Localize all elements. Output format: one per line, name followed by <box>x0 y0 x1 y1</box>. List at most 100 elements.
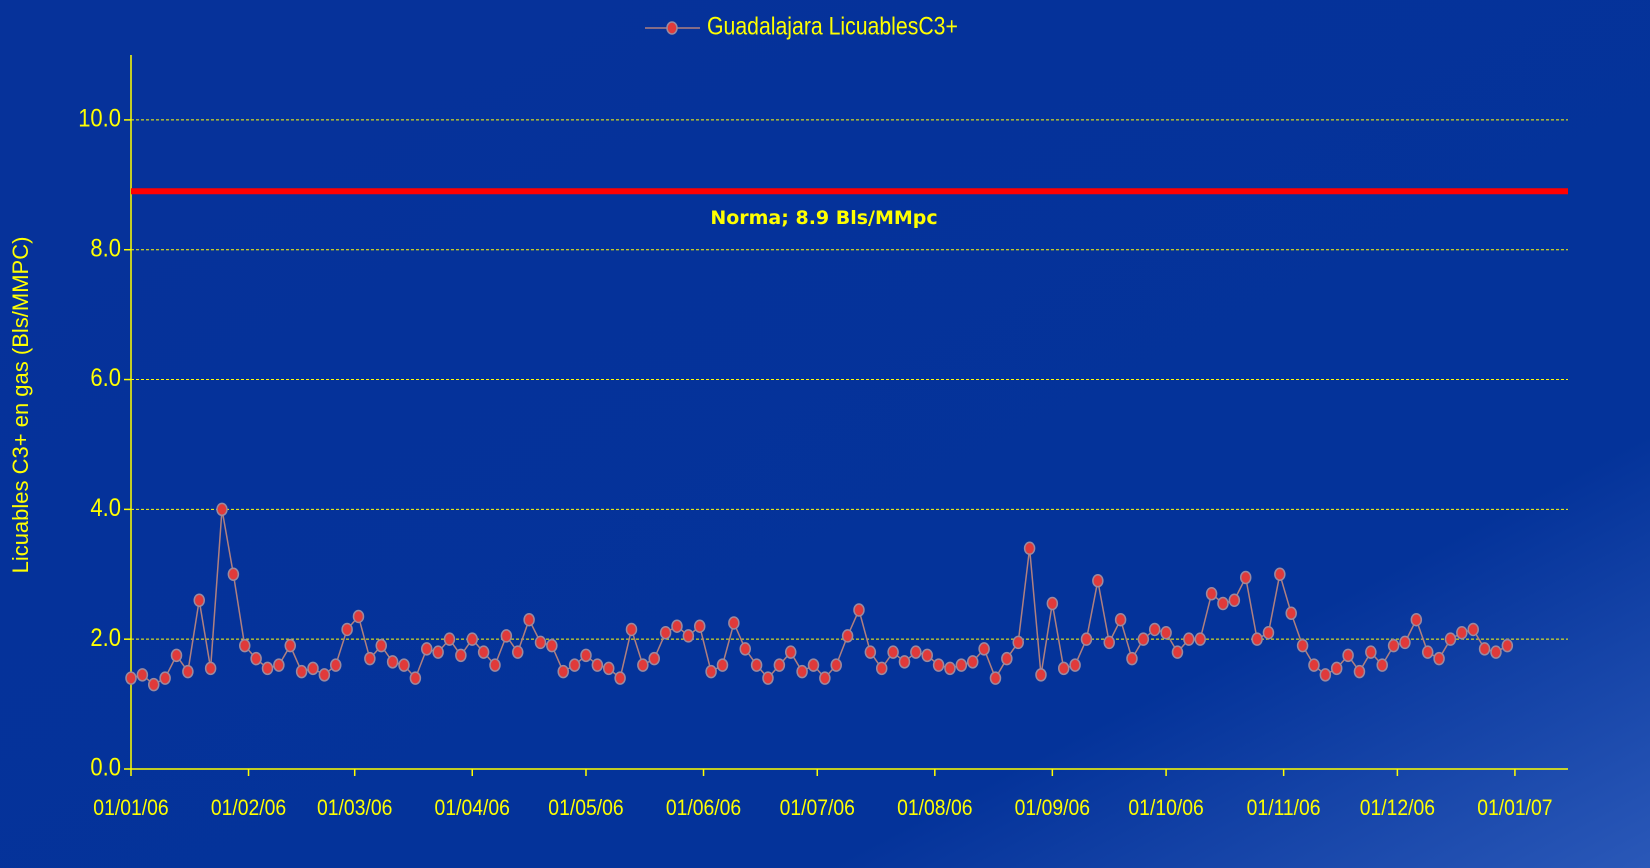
data-point <box>375 638 387 653</box>
data-point <box>1057 661 1070 676</box>
x-tick-label: 01/07/06 <box>780 796 855 820</box>
data-point <box>193 593 205 607</box>
y-tick-label: 2.0 <box>90 623 121 651</box>
x-tick-label: 01/01/07 <box>1477 796 1552 820</box>
data-point <box>1296 638 1309 653</box>
data-point <box>1035 668 1047 682</box>
data-point <box>1342 648 1354 663</box>
data-point <box>432 645 444 659</box>
data-point <box>739 642 751 656</box>
data-point <box>955 658 968 672</box>
data-point <box>557 664 569 679</box>
data-point <box>216 502 228 517</box>
data-point <box>534 635 547 650</box>
data-point <box>1114 612 1127 627</box>
data-point <box>329 658 342 672</box>
data-point <box>659 625 672 640</box>
y-axis-label: Licuables C3+ en gas (Bls/MMPC) <box>8 237 33 574</box>
data-point <box>773 658 786 672</box>
data-point <box>1239 570 1252 585</box>
data-point <box>511 645 524 659</box>
data-point <box>853 603 865 617</box>
data-point <box>523 612 535 627</box>
data-point <box>489 658 501 672</box>
data-point <box>978 642 990 656</box>
data-point <box>864 645 877 659</box>
data-point <box>1092 574 1104 588</box>
data-point <box>796 664 808 679</box>
data-point <box>1444 632 1457 646</box>
data-point <box>477 645 490 659</box>
data-point <box>1160 625 1172 640</box>
data-point <box>1501 638 1514 653</box>
x-tick-label: 01/05/06 <box>548 796 623 820</box>
data-point <box>341 622 353 637</box>
data-point <box>819 671 831 685</box>
data-point <box>568 658 581 672</box>
data-point <box>705 664 717 679</box>
data-point <box>693 619 706 633</box>
x-tick-label: 01/10/06 <box>1128 796 1203 820</box>
data-point <box>307 661 319 676</box>
data-point <box>420 642 433 656</box>
data-point <box>295 664 308 679</box>
data-point <box>273 658 285 672</box>
data-point <box>580 648 592 663</box>
x-tick-label: 01/06/06 <box>666 796 741 820</box>
series-line <box>130 509 1508 686</box>
data-point <box>443 632 456 646</box>
y-tick-label: 4.0 <box>90 494 121 522</box>
data-point <box>841 629 854 643</box>
data-point <box>1478 642 1491 656</box>
data-point <box>1399 635 1411 650</box>
data-point <box>159 671 171 685</box>
data-point <box>1285 606 1297 620</box>
data-point <box>1103 635 1115 650</box>
data-point <box>136 668 149 682</box>
data-point <box>1467 622 1479 637</box>
data-point <box>944 661 956 676</box>
reference-label: Norma; 8.9 Bls/MMpc <box>710 207 937 229</box>
data-point <box>398 658 410 672</box>
data-point <box>637 658 649 672</box>
data-point <box>614 671 626 685</box>
data-point <box>1217 596 1229 611</box>
data-point <box>170 648 183 663</box>
data-point <box>1023 541 1036 556</box>
data-point <box>750 658 763 672</box>
data-point <box>364 651 376 666</box>
data-point <box>147 677 160 692</box>
data-point <box>1012 635 1024 650</box>
data-point <box>1183 632 1195 646</box>
data-point <box>1137 632 1150 646</box>
data-point <box>1228 593 1241 607</box>
data-point <box>1046 596 1059 611</box>
data-point <box>1365 645 1377 659</box>
data-point <box>455 648 467 663</box>
data-point <box>1376 658 1388 672</box>
data-point <box>1274 567 1286 582</box>
data-point <box>807 658 820 672</box>
data-point <box>784 645 797 659</box>
data-point <box>352 609 365 624</box>
data-point <box>898 655 911 669</box>
data-point <box>648 651 660 666</box>
data-point <box>546 638 558 653</box>
data-point <box>238 638 251 653</box>
data-point <box>932 658 945 672</box>
data-point <box>716 658 729 672</box>
data-point <box>875 661 888 676</box>
data-point <box>250 651 262 666</box>
data-point <box>1387 638 1400 653</box>
data-point <box>671 619 683 633</box>
x-tick-label: 01/09/06 <box>1015 796 1090 820</box>
data-point <box>1148 622 1161 637</box>
data-point <box>1251 632 1263 646</box>
data-point <box>1410 612 1423 627</box>
data-point <box>182 664 194 679</box>
data-point <box>227 567 240 582</box>
data-point <box>386 655 399 669</box>
data-point <box>1319 668 1332 682</box>
